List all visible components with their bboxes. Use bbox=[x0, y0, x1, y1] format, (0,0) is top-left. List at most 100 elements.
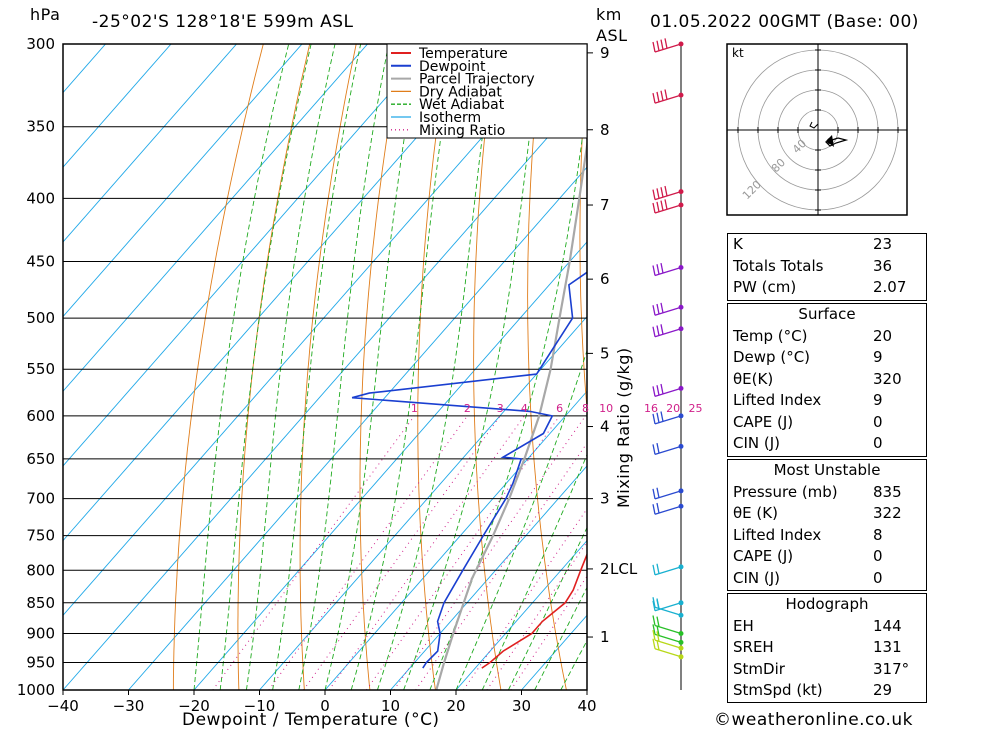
wind-barb-flag bbox=[656, 487, 660, 498]
wind-barb-flag bbox=[664, 199, 668, 210]
wind-barb-shaft bbox=[654, 624, 682, 635]
surface-title: Surface bbox=[798, 305, 856, 323]
legend-box bbox=[386, 43, 588, 139]
dry-adiabat-line bbox=[995, 0, 1000, 690]
pressure-tick-label: 750 bbox=[26, 527, 55, 545]
wind-barb-flag bbox=[656, 325, 660, 336]
pressure-tick-label: 450 bbox=[26, 253, 55, 271]
x-tick-label: 40 bbox=[577, 697, 596, 715]
x-tick-label: −30 bbox=[113, 697, 145, 715]
isotherm-line bbox=[63, 44, 172, 168]
mixing-ratio-label: 2 bbox=[464, 402, 471, 415]
profiles bbox=[351, 138, 587, 690]
mu-thetae-value: 322 bbox=[873, 504, 902, 522]
surface-cin-value: 0 bbox=[873, 434, 883, 452]
pressure-tick-label: 300 bbox=[26, 35, 55, 53]
mixing-ratio-axis-title: Mixing Ratio (g/kg) bbox=[614, 347, 633, 508]
km-tick-label: 4 bbox=[600, 418, 610, 436]
dry-adiabat-line bbox=[237, 44, 311, 690]
wind-barb-flag bbox=[652, 564, 656, 576]
isotherm-line bbox=[63, 44, 238, 243]
wind-barb-flag bbox=[652, 488, 656, 500]
wind-barb-flag bbox=[656, 91, 660, 103]
wind-barb-shaft bbox=[654, 633, 682, 643]
k-value: 23 bbox=[873, 235, 893, 253]
wind-barb-flag bbox=[656, 598, 660, 609]
surface-thetae-label: θE(K) bbox=[733, 369, 774, 388]
mixing-ratio-line bbox=[486, 541, 587, 690]
wind-barb-flag bbox=[660, 39, 664, 50]
wind-barb-flag bbox=[652, 630, 656, 641]
mixing-ratio-label: 25 bbox=[689, 402, 703, 415]
isotherm-line bbox=[63, 44, 107, 94]
dry-adiabat-line bbox=[951, 0, 1000, 690]
stmspd-label: StmSpd (kt) bbox=[733, 681, 823, 699]
km-tick-label: 5 bbox=[600, 344, 610, 362]
pressure-tick-label: 950 bbox=[26, 653, 55, 671]
wind-barb-flag bbox=[652, 638, 656, 649]
wind-barb-flag bbox=[652, 93, 656, 104]
mixing-ratio-label: 1 bbox=[411, 402, 418, 415]
datetime: 01.05.2022 00GMT (Base: 00) bbox=[650, 12, 919, 32]
wind-barb-flag bbox=[652, 597, 656, 608]
km-tick-label: 6 bbox=[600, 270, 610, 288]
asl-label: ASL bbox=[596, 26, 628, 45]
hodograph-title: Hodograph bbox=[785, 595, 869, 613]
station-location: -25°02'S 128°18'E 599m ASL bbox=[92, 12, 354, 32]
wind-barb-flag bbox=[656, 639, 660, 651]
wet-adiabat-line bbox=[534, 586, 587, 690]
wind-barb-shaft bbox=[654, 606, 682, 616]
pressure-tick-label: 350 bbox=[26, 118, 55, 136]
dry-adiabat-line bbox=[172, 44, 264, 690]
mu-cape-value: 0 bbox=[873, 547, 883, 565]
wind-barb-flag bbox=[652, 504, 656, 515]
dry-adiabat-line bbox=[473, 44, 502, 690]
wind-barb-shaft bbox=[654, 639, 682, 649]
stmdir-value: 317° bbox=[873, 659, 910, 678]
hodograph-panel: Hodograph EH 144 SREH 131 StmDir 317° StmSp… bbox=[727, 593, 927, 703]
stmspd-value: 29 bbox=[873, 681, 893, 699]
pressure-unit-label: hPa bbox=[30, 5, 61, 24]
stmdir-label: StmDir bbox=[733, 659, 785, 678]
eh-value: 144 bbox=[873, 616, 902, 635]
surface-thetae-value: 320 bbox=[873, 369, 902, 388]
wind-barb-flag bbox=[660, 383, 664, 395]
wet-adiabat-line bbox=[245, 44, 336, 690]
legend-label: Temperature bbox=[418, 46, 508, 62]
wind-barb-flag bbox=[652, 189, 656, 200]
mu-cin-label: CIN (J) bbox=[733, 568, 781, 587]
legend-label: Dry Adiabat bbox=[419, 84, 502, 100]
surface-cape-value: 0 bbox=[873, 412, 883, 431]
surface-cape-label: CAPE (J) bbox=[733, 412, 794, 431]
wind-barb-flag bbox=[656, 625, 660, 636]
wind-barb-flag bbox=[652, 615, 656, 626]
eh-label: EH bbox=[733, 616, 754, 635]
mu-li-label: Lifted Index bbox=[733, 525, 822, 544]
wind-barb-flag bbox=[664, 89, 668, 100]
wind-barb-flag bbox=[656, 264, 660, 275]
x-axis-title: Dewpoint / Temperature (°C) bbox=[182, 710, 440, 730]
wind-barb-flag bbox=[656, 563, 660, 574]
pw-label: PW (cm) bbox=[733, 278, 797, 296]
mixing-ratio-label: 16 bbox=[644, 402, 658, 415]
mixing-ratio-label: 8 bbox=[582, 402, 589, 415]
legend-label: Dewpoint bbox=[419, 59, 486, 75]
km-tick-label: 1 bbox=[600, 628, 610, 646]
axis-ticks: 3003504004505005506006507007508008509009… bbox=[17, 35, 638, 715]
mixing-ratio-line bbox=[303, 415, 501, 690]
mu-cin-value: 0 bbox=[873, 568, 883, 587]
km-unit-label: km bbox=[596, 5, 622, 24]
x-tick-label: 30 bbox=[512, 697, 531, 715]
wet-adiabat-line bbox=[350, 44, 456, 690]
wind-barb-flag bbox=[660, 324, 664, 335]
surface-li-label: Lifted Index bbox=[733, 391, 822, 409]
surface-panel: Surface Temp (°C) 20 Dewp (°C) 9 θE(K) 320 … bbox=[727, 303, 927, 457]
mixing-ratio-label: 3 bbox=[497, 402, 504, 415]
dry-adiabat-line bbox=[631, 0, 698, 690]
wet-adiabat-line bbox=[272, 44, 362, 690]
temperature-line bbox=[481, 552, 587, 669]
pressure-tick-label: 650 bbox=[26, 450, 55, 468]
x-tick-label: −10 bbox=[244, 697, 276, 715]
